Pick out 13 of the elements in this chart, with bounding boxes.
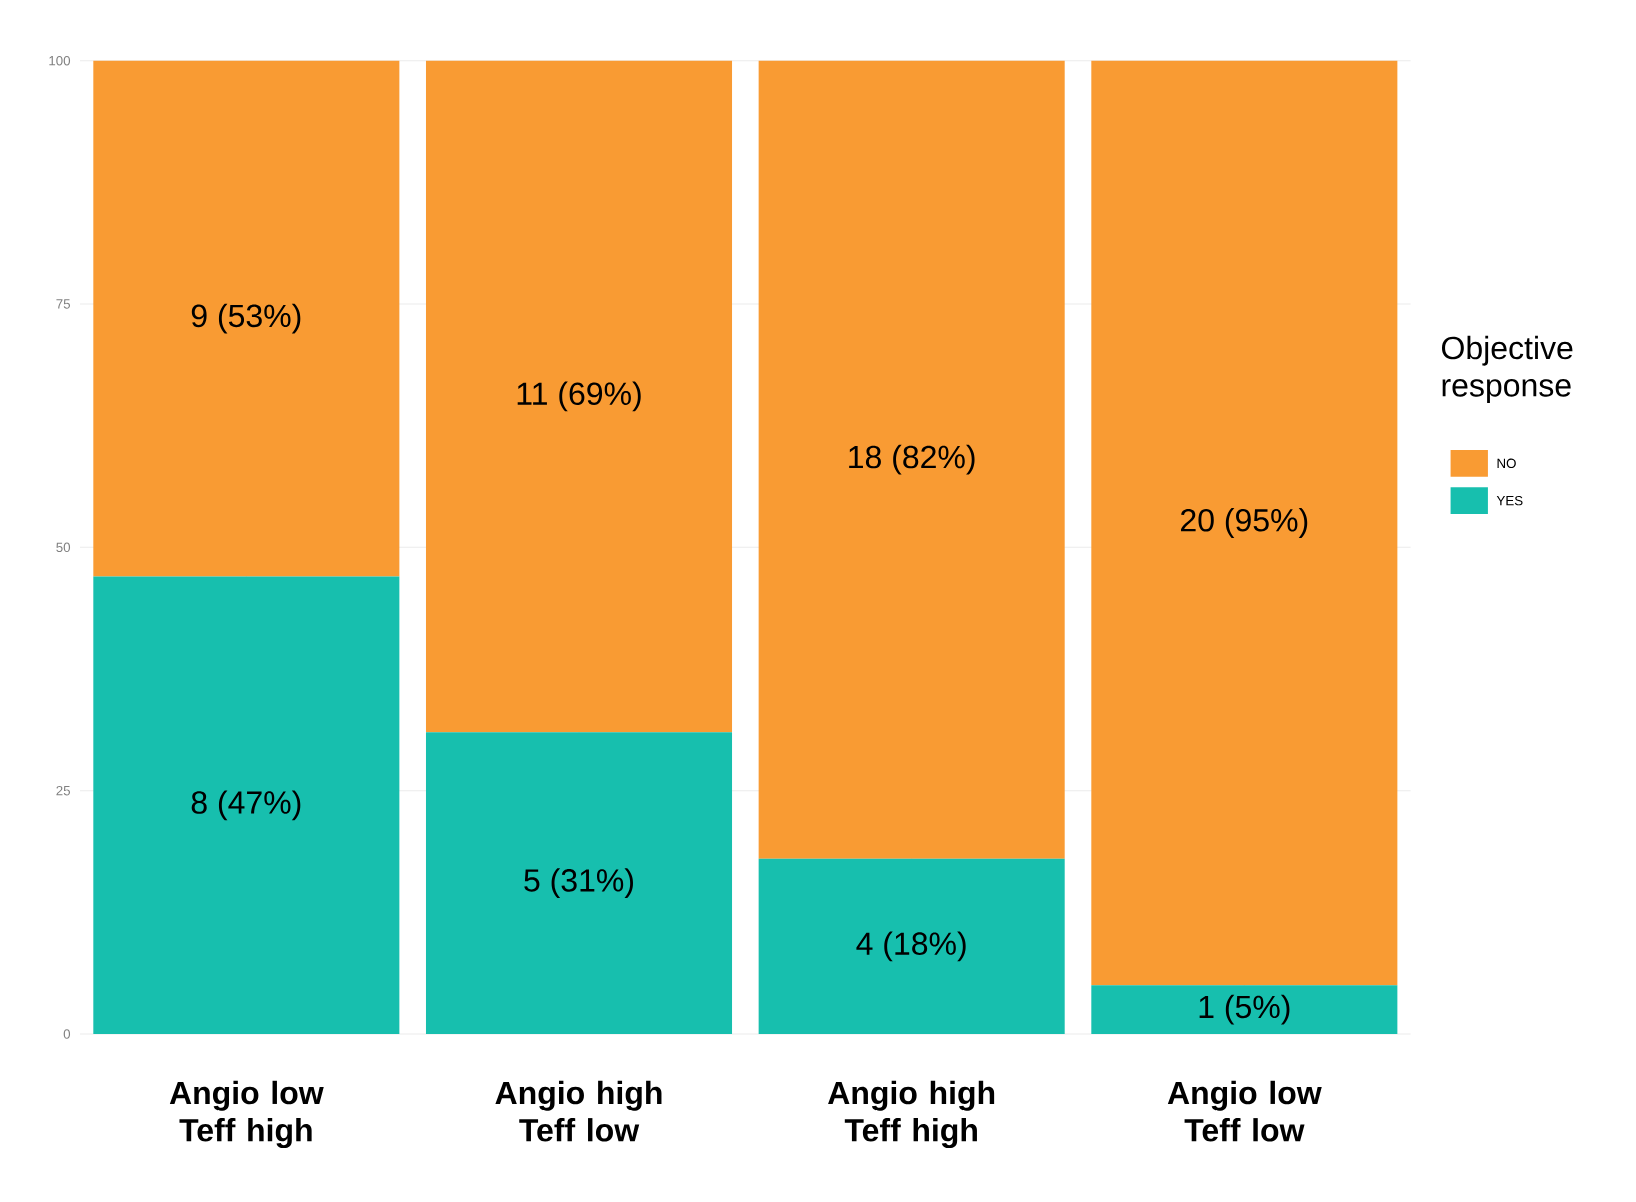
legend-title: Objective response	[1442, 335, 1573, 403]
x-tick-label: Angio low Teff high	[169, 1080, 324, 1149]
data-label: 5 (31%)	[524, 868, 633, 899]
data-label: 20 (95%)	[1181, 508, 1308, 538]
x-tick-label: Angio high Teff low	[495, 1080, 662, 1142]
x-tick-label: Angio low Teff low	[1167, 1080, 1322, 1142]
data-label: 4 (18%)	[856, 931, 966, 962]
x-tick-label: Angio high Teff high	[828, 1080, 995, 1149]
data-label: 11 (69%)	[517, 381, 641, 412]
data-label: 18 (82%)	[849, 444, 975, 475]
data-label: 8 (47%)	[191, 790, 301, 821]
data-label: 9 (53%)	[191, 303, 301, 334]
data-label: 1 (5%)	[1199, 994, 1290, 1025]
